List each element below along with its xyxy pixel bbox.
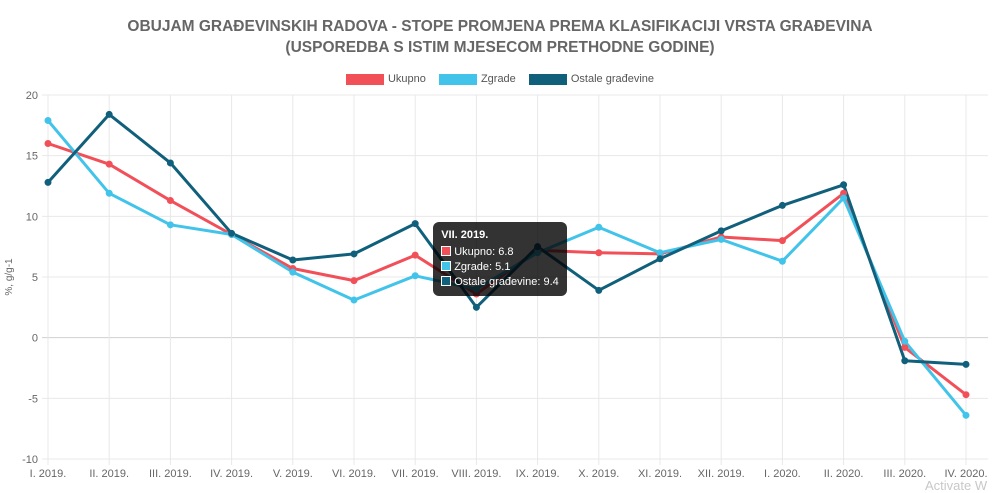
data-point bbox=[901, 343, 909, 351]
data-point bbox=[962, 360, 970, 368]
tooltip-swatch-zgrade bbox=[441, 261, 452, 271]
tooltip-row-ukupno: Ukupno: 6.8 bbox=[441, 245, 559, 260]
data-point bbox=[472, 303, 480, 311]
x-tick-label: IX. 2019. bbox=[516, 468, 560, 480]
y-tick-label: 15 bbox=[26, 151, 38, 163]
data-point bbox=[228, 229, 236, 237]
x-tick-label: XI. 2019. bbox=[638, 468, 682, 480]
data-point bbox=[105, 189, 113, 197]
activate-windows-watermark: Activate W bbox=[925, 478, 988, 493]
tooltip-swatch-ukupno bbox=[441, 246, 452, 256]
data-point bbox=[44, 140, 52, 148]
x-tick-label: VII. 2019. bbox=[392, 468, 439, 480]
legend-swatch-zgrade bbox=[438, 73, 477, 85]
y-tick-label: 20 bbox=[26, 90, 38, 102]
y-tick-label: 10 bbox=[26, 211, 38, 223]
legend-swatch-ostale-gradevine bbox=[528, 73, 567, 85]
y-tick-label: -5 bbox=[28, 393, 38, 405]
data-point bbox=[350, 250, 358, 258]
legend-swatch-ukupno bbox=[345, 73, 384, 85]
data-point bbox=[840, 181, 848, 189]
tooltip-text-ukupno: Ukupno: 6.8 bbox=[454, 246, 514, 258]
tooltip-text-zgrade: Zgrade: 5.1 bbox=[454, 261, 511, 273]
legend-label-ostale-gradevine: Ostale građevine bbox=[570, 73, 655, 86]
data-point bbox=[350, 277, 358, 285]
legend-label-ukupno: Ukupno bbox=[387, 73, 426, 86]
tooltip-row-zgrade: Zgrade: 5.1 bbox=[441, 260, 559, 275]
data-point bbox=[595, 249, 603, 257]
x-tick-label: IV. 2019. bbox=[210, 468, 253, 480]
data-point bbox=[962, 391, 970, 399]
data-point bbox=[656, 249, 664, 257]
data-point bbox=[778, 201, 786, 209]
x-tick-label: III. 2020. bbox=[883, 468, 926, 480]
legend-item-zgrade[interactable]: Zgrade bbox=[438, 73, 516, 86]
data-point bbox=[166, 221, 174, 229]
tooltip: VII. 2019. Ukupno: 6.8 Zgrade: 5.1 Ostal… bbox=[433, 222, 567, 296]
data-point bbox=[411, 220, 419, 228]
data-point bbox=[656, 255, 664, 263]
x-tick-label: II. 2019. bbox=[89, 468, 129, 480]
x-tick-label: III. 2019. bbox=[149, 468, 192, 480]
data-point bbox=[289, 268, 297, 276]
tooltip-row-ostale-gradevine: Ostale građevine: 9.4 bbox=[441, 275, 559, 290]
data-point bbox=[595, 286, 603, 294]
data-point bbox=[717, 227, 725, 235]
legend: Ukupno Zgrade Ostale građevine bbox=[0, 73, 1000, 85]
data-point bbox=[105, 110, 113, 118]
x-tick-label: II. 2020. bbox=[824, 468, 864, 480]
y-tick-label: -10 bbox=[22, 454, 38, 466]
data-point bbox=[595, 223, 603, 231]
y-axis-label: %, g/g-1 bbox=[4, 258, 15, 296]
data-point bbox=[962, 411, 970, 419]
data-point bbox=[105, 160, 113, 168]
data-point bbox=[778, 257, 786, 265]
data-point bbox=[289, 256, 297, 264]
chart-title-line-2: (USPOREDBA S ISTIM MJESECOM PRETHODNE GO… bbox=[285, 39, 715, 56]
data-point bbox=[44, 178, 52, 186]
legend-label-zgrade: Zgrade bbox=[480, 73, 516, 86]
tooltip-text-ostale-gradevine: Ostale građevine: 9.4 bbox=[454, 276, 559, 288]
chart-title: OBUJAM GRAĐEVINSKIH RADOVA - STOPE PROMJ… bbox=[0, 16, 1000, 58]
chart-title-line-1: OBUJAM GRAĐEVINSKIH RADOVA - STOPE PROMJ… bbox=[127, 18, 873, 35]
x-tick-label: VI. 2019. bbox=[332, 468, 376, 480]
tooltip-title: VII. 2019. bbox=[441, 229, 489, 241]
x-tick-label: VIII. 2019. bbox=[451, 468, 501, 480]
legend-item-ukupno[interactable]: Ukupno bbox=[345, 73, 426, 86]
legend-item-ostale-gradevine[interactable]: Ostale građevine bbox=[528, 73, 655, 86]
data-point bbox=[411, 251, 419, 259]
x-tick-label: IV. 2020. bbox=[944, 468, 987, 480]
data-point bbox=[411, 272, 419, 280]
x-tick-label: I. 2019. bbox=[30, 468, 67, 480]
data-point bbox=[901, 337, 909, 345]
data-point bbox=[166, 197, 174, 205]
data-point bbox=[840, 194, 848, 202]
x-tick-label: X. 2019. bbox=[578, 468, 619, 480]
data-point bbox=[44, 116, 52, 124]
tooltip-swatch-ostale-gradevine bbox=[441, 276, 452, 286]
x-tick-label: V. 2019. bbox=[273, 468, 313, 480]
y-tick-label: 5 bbox=[32, 272, 38, 284]
y-tick-label: 0 bbox=[32, 333, 38, 345]
data-point bbox=[778, 237, 786, 245]
data-point bbox=[901, 357, 909, 365]
x-tick-label: XII. 2019. bbox=[698, 468, 745, 480]
data-point bbox=[166, 159, 174, 167]
data-point bbox=[717, 235, 725, 243]
x-tick-label: I. 2020. bbox=[764, 468, 801, 480]
data-point bbox=[350, 296, 358, 304]
